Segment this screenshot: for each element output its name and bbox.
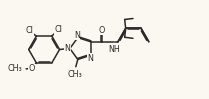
Text: Cl: Cl bbox=[26, 26, 34, 35]
Text: N: N bbox=[88, 54, 94, 63]
Text: O: O bbox=[29, 64, 35, 73]
Text: N: N bbox=[65, 44, 70, 53]
Text: Cl: Cl bbox=[54, 25, 62, 34]
Text: CH₃: CH₃ bbox=[8, 64, 23, 73]
Text: NH: NH bbox=[108, 45, 120, 54]
Text: O: O bbox=[99, 26, 105, 35]
Text: N: N bbox=[74, 31, 80, 40]
Text: CH₃: CH₃ bbox=[68, 70, 82, 79]
